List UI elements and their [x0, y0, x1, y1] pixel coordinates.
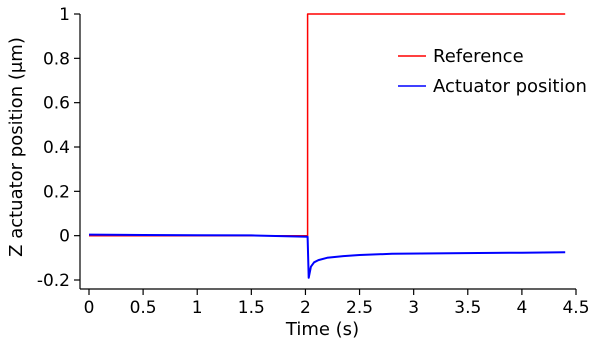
x-tick-label: 1.5: [238, 298, 265, 318]
legend-entry-actuator-position: Actuator position: [433, 76, 587, 97]
axes: [79, 14, 576, 290]
legend: Reference Actuator position: [398, 46, 587, 97]
plot-area: [88, 13, 566, 279]
x-tick-label: 2: [300, 298, 311, 318]
y-tick-label: 0.6: [43, 94, 70, 114]
x-tick-label: 1: [192, 298, 203, 318]
x-tick-label: 0: [84, 298, 95, 318]
y-tick-label: 1: [59, 5, 70, 25]
x-tick-label: 0.5: [130, 298, 157, 318]
y-ticks: -0.2 0 0.2 0.4 0.6 0.8 1: [37, 5, 80, 291]
y-tick-label: 0.4: [43, 138, 70, 158]
y-tick-label: -0.2: [37, 271, 70, 291]
y-tick-label: 0.2: [43, 182, 70, 202]
y-axis-label: Z actuator position (μm): [6, 37, 27, 257]
x-tick-label: 3.5: [454, 298, 481, 318]
x-ticks: 0 0.5 1 1.5 2 2.5 3 3.5 4 4.5: [84, 289, 590, 318]
legend-entry-reference: Reference: [433, 46, 524, 67]
x-tick-label: 3: [408, 298, 419, 318]
x-tick-label: 4: [516, 298, 527, 318]
x-axis-label: Time (s): [285, 319, 359, 340]
y-tick-label: 0.8: [43, 49, 70, 69]
series-line-actuator-position: [88, 233, 566, 279]
x-tick-label: 4.5: [562, 298, 589, 318]
y-tick-label: 0: [59, 227, 70, 247]
x-tick-label: 2.5: [346, 298, 373, 318]
